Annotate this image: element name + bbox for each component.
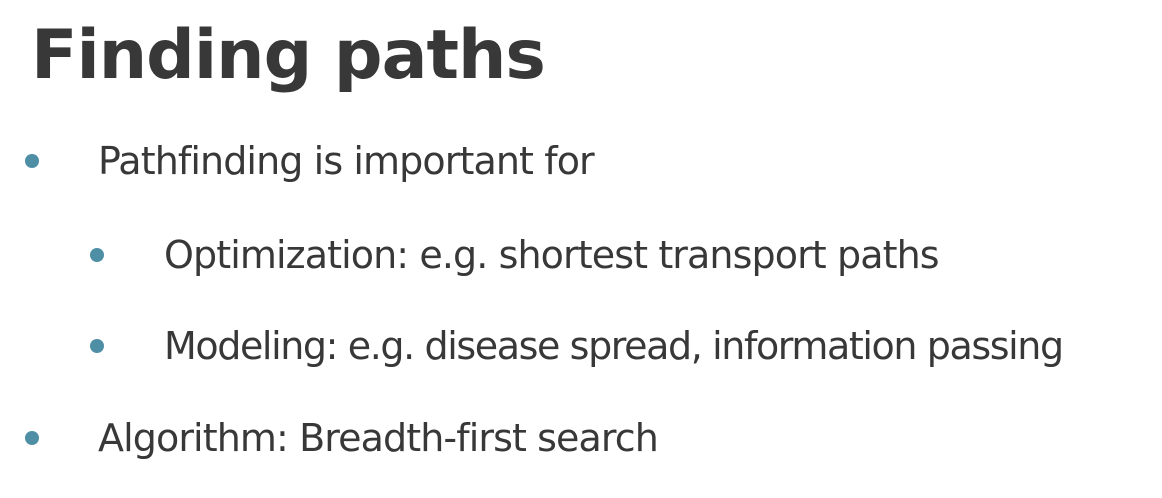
bullet-text: Modeling: e.g. disease spread, informati… <box>164 324 1064 368</box>
bullet-item: Algorithm: Breadth-first search <box>0 410 1162 466</box>
bullet-text: Algorithm: Breadth-first search <box>98 416 659 460</box>
bullet-dot-icon <box>90 339 104 353</box>
bullet-item: Pathfinding is important for <box>0 133 1162 189</box>
bullet-text: Optimization: e.g. shortest transport pa… <box>164 233 940 277</box>
slide-title: Finding paths <box>31 16 546 95</box>
sub-bullet-item: Modeling: e.g. disease spread, informati… <box>0 318 1162 374</box>
sub-bullet-item: Optimization: e.g. shortest transport pa… <box>0 227 1162 283</box>
bullet-dot-icon <box>25 154 39 168</box>
bullet-dot-icon <box>25 431 39 445</box>
bullet-text: Pathfinding is important for <box>98 139 595 183</box>
bullet-dot-icon <box>90 248 104 262</box>
